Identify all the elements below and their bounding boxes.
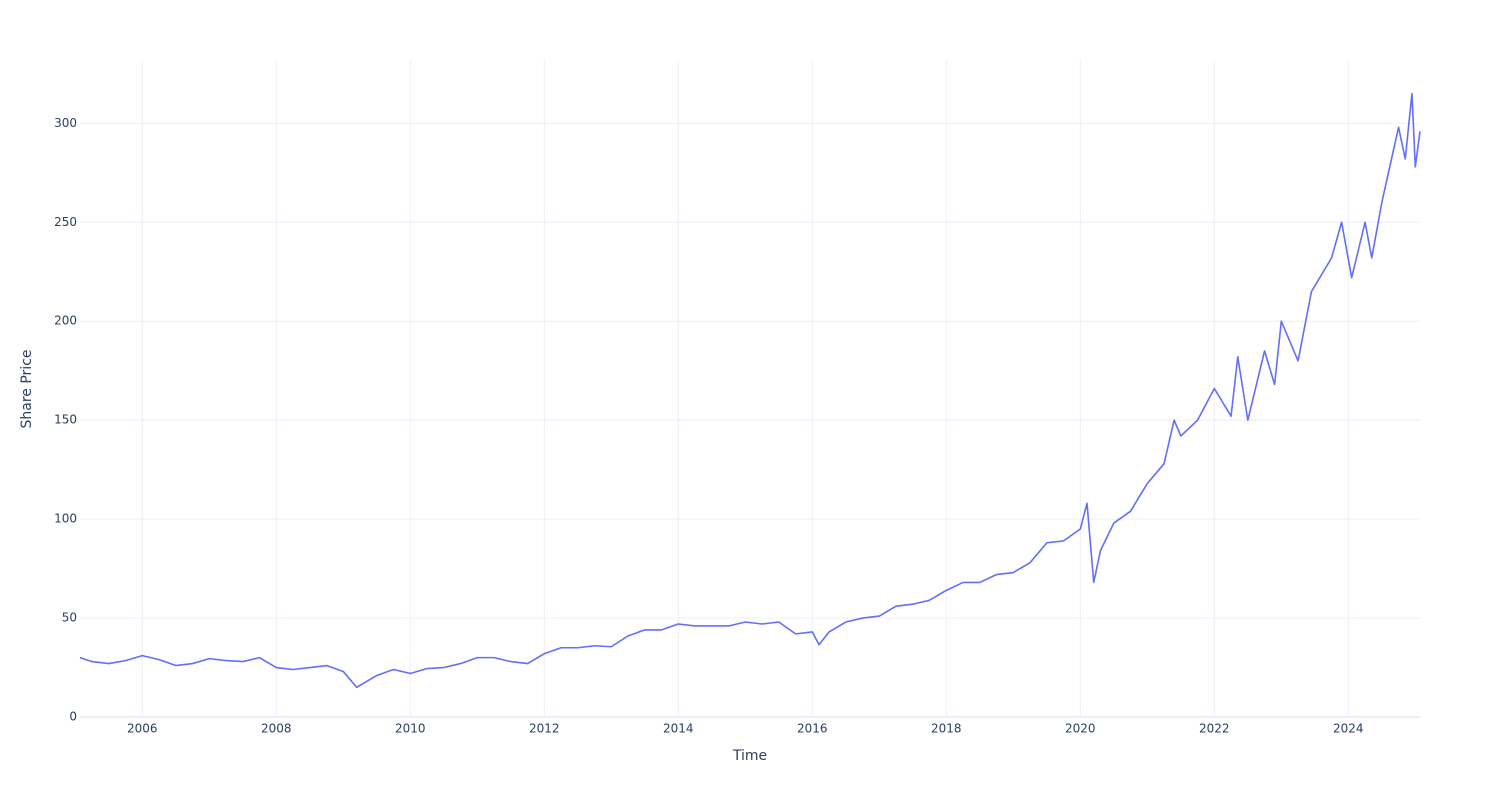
y-tick-label: 50 — [62, 611, 77, 625]
x-tick-label: 2010 — [395, 722, 426, 736]
y-tick-label: 300 — [54, 116, 77, 130]
x-tick-label: 2012 — [529, 722, 560, 736]
y-tick-label: 0 — [69, 710, 77, 724]
x-tick-label: 2016 — [797, 722, 828, 736]
x-tick-label: 2018 — [931, 722, 962, 736]
y-tick-label: 100 — [54, 512, 77, 526]
x-tick-label: 2024 — [1333, 722, 1364, 736]
x-tick-label: 2022 — [1199, 722, 1230, 736]
y-axis-title: Share Price — [19, 349, 35, 428]
y-tick-label: 250 — [54, 215, 77, 229]
x-tick-label: 2008 — [261, 722, 292, 736]
x-tick-label: 2006 — [127, 722, 158, 736]
y-tick-label: 150 — [54, 413, 77, 427]
x-tick-label: 2014 — [663, 722, 694, 736]
y-tick-label: 200 — [54, 314, 77, 328]
x-tick-label: 2020 — [1065, 722, 1096, 736]
line — [79, 92, 1421, 689]
x-axis-title: Time — [732, 748, 767, 764]
